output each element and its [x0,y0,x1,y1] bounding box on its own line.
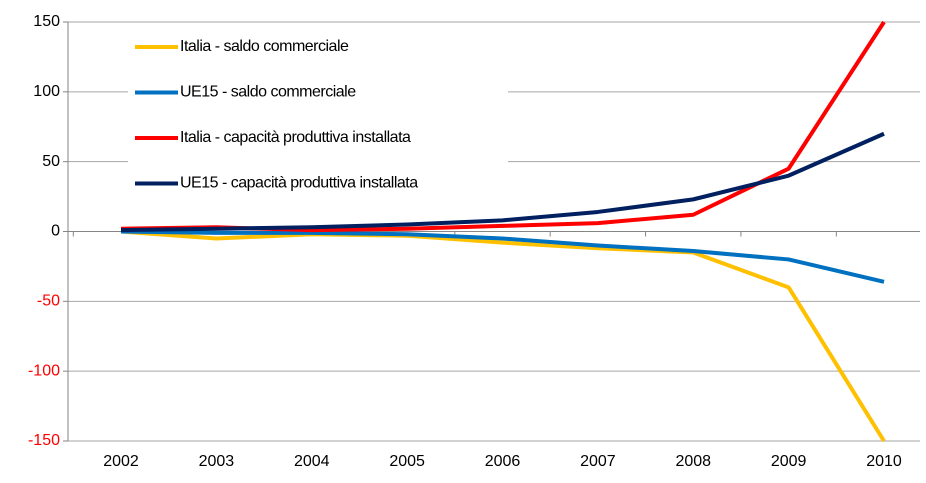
x-tick-label: 2005 [389,453,425,470]
y-tick-label: -50 [37,293,60,310]
x-tick-label: 2003 [199,453,235,470]
line-series [120,229,886,443]
x-tick-label: 2002 [103,453,139,470]
legend-label: Italia - capacità produttiva installata [180,129,411,146]
line-series [120,131,885,233]
y-tick-label: 100 [33,83,60,100]
x-tick-label: 2010 [866,453,902,470]
y-tick-label: -150 [28,432,60,449]
y-tick-label: -100 [28,362,60,379]
y-tick-label: 50 [42,153,60,170]
y-tick-label: 150 [33,13,60,30]
line-series [120,229,885,284]
x-tick-label: 2006 [485,453,521,470]
y-tick-label: 0 [51,223,60,240]
x-tick-label: 2004 [294,453,330,470]
legend-label: UE15 - capacità produttiva installata [180,175,418,192]
legend-box [128,28,508,200]
x-tick-label: 2009 [771,453,807,470]
legend-label: UE15 - saldo commerciale [180,84,356,101]
x-tick-label: 2007 [580,453,616,470]
legend-label: Italia - saldo commerciale [180,38,349,55]
x-tick-label: 2008 [675,453,711,470]
